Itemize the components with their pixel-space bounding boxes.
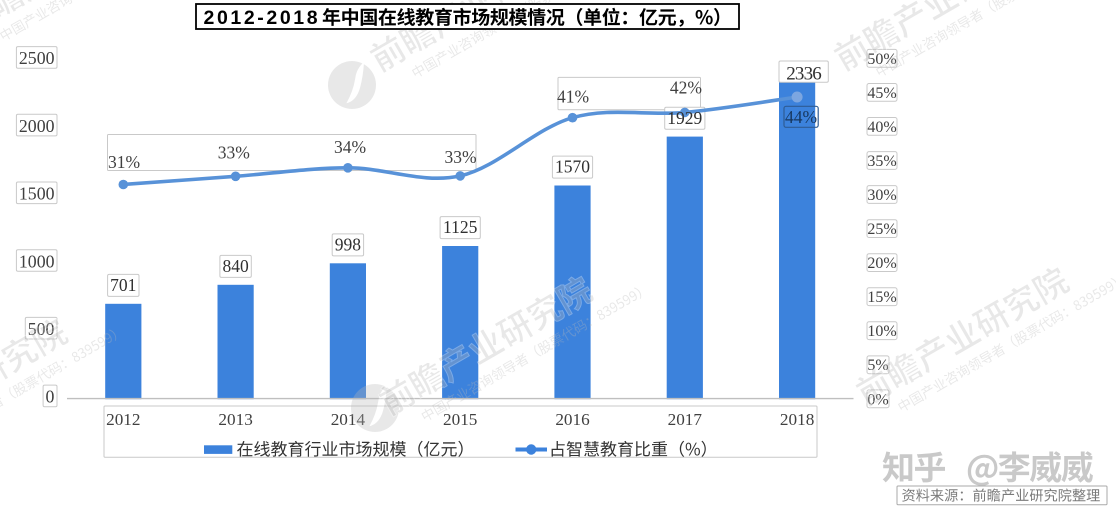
svg-text:42%: 42%	[670, 78, 702, 98]
svg-text:701: 701	[110, 275, 136, 295]
svg-text:15%: 15%	[867, 289, 896, 306]
svg-text:33%: 33%	[218, 143, 250, 163]
svg-text:34%: 34%	[334, 137, 366, 157]
svg-text:2016: 2016	[555, 410, 590, 429]
svg-text:2015: 2015	[443, 410, 477, 429]
svg-text:31%: 31%	[108, 152, 140, 172]
svg-text:30%: 30%	[867, 187, 896, 204]
svg-text:10%: 10%	[867, 323, 896, 340]
svg-text:2500: 2500	[19, 48, 55, 68]
svg-text:1929: 1929	[667, 108, 702, 128]
svg-text:45%: 45%	[867, 85, 896, 102]
svg-text:2000: 2000	[19, 116, 55, 136]
svg-text:44%: 44%	[785, 107, 817, 127]
svg-text:2017: 2017	[668, 410, 703, 429]
svg-text:0: 0	[46, 387, 55, 407]
svg-text:998: 998	[335, 235, 362, 255]
svg-text:41%: 41%	[557, 87, 589, 107]
svg-text:35%: 35%	[867, 153, 896, 170]
svg-text:1000: 1000	[19, 251, 55, 271]
svg-text:2013: 2013	[218, 410, 252, 429]
svg-text:840: 840	[222, 256, 249, 276]
svg-text:25%: 25%	[867, 221, 896, 238]
svg-text:2018: 2018	[780, 410, 814, 429]
svg-text:1500: 1500	[19, 184, 55, 204]
svg-text:2012: 2012	[106, 410, 140, 429]
svg-text:50%: 50%	[867, 51, 896, 68]
svg-text:2012-2018: 2012-2018	[204, 7, 321, 29]
svg-text:20%: 20%	[867, 255, 896, 272]
svg-text:1125: 1125	[443, 217, 478, 237]
svg-text:2336: 2336	[786, 63, 821, 84]
svg-text:1570: 1570	[555, 157, 590, 177]
svg-text:40%: 40%	[867, 119, 896, 136]
svg-text:33%: 33%	[444, 147, 476, 167]
